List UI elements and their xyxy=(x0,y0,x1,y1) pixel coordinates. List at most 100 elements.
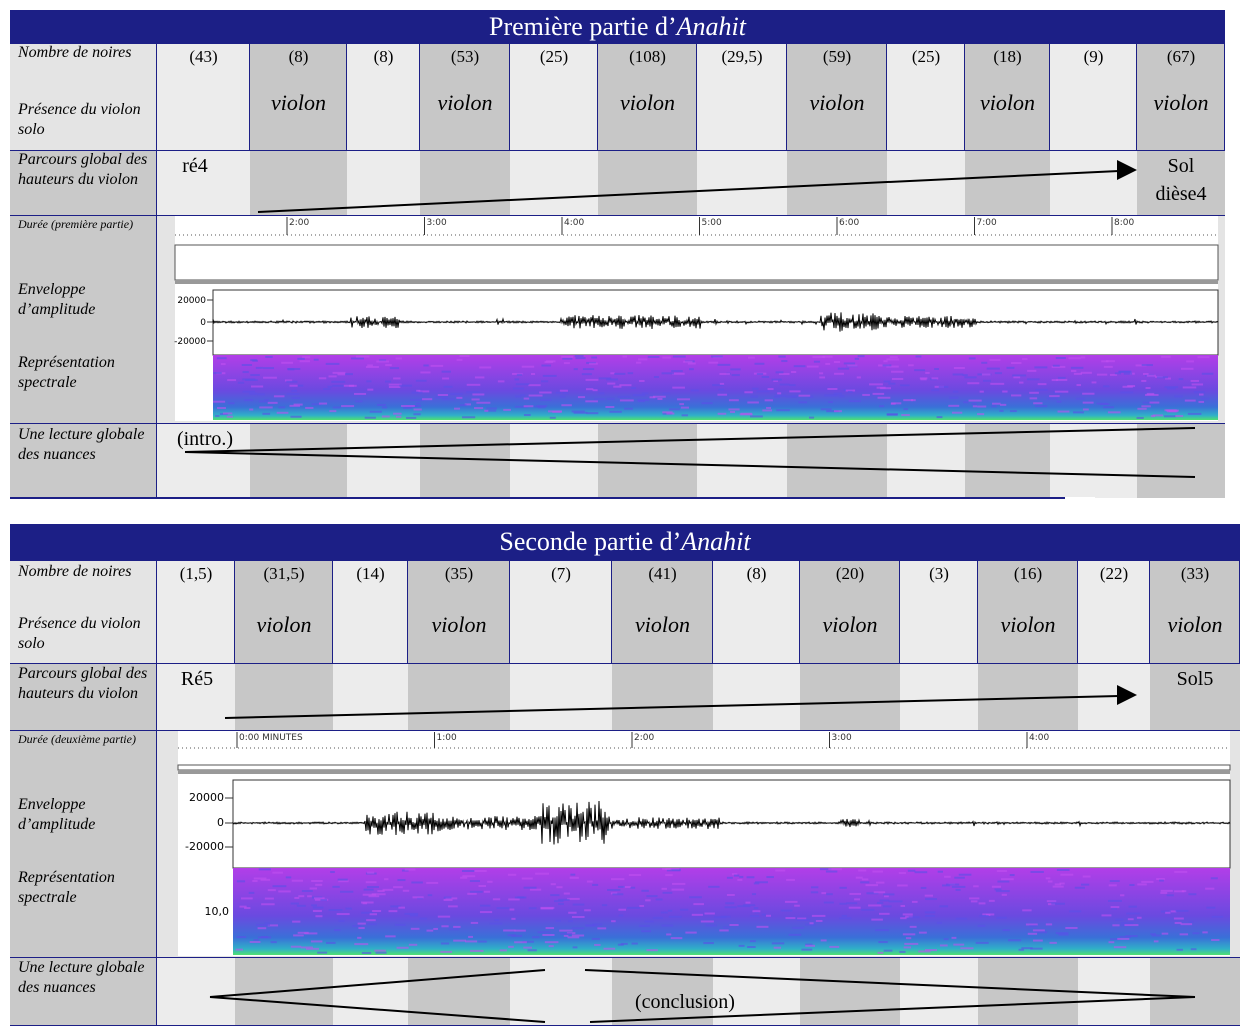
spectrogram-streak xyxy=(227,379,237,382)
spectrogram-streak xyxy=(503,929,516,932)
spectrogram-streak xyxy=(717,393,728,396)
spectrogram-streak xyxy=(1136,416,1144,419)
spectrogram-streak xyxy=(1045,877,1051,880)
spectrogram-streak xyxy=(877,951,884,954)
spectrogram-streak xyxy=(263,367,275,370)
spectrogram-streak xyxy=(1160,891,1168,894)
spectrogram-streak xyxy=(367,388,374,391)
spectrogram-streak xyxy=(1179,933,1189,936)
spectrogram-streak xyxy=(249,941,261,944)
spectrogram-streak xyxy=(680,908,689,911)
spectrogram-streak xyxy=(958,873,972,876)
spectrogram-streak xyxy=(236,936,247,939)
spectrogram-streak xyxy=(311,403,322,406)
spectrogram-streak xyxy=(338,919,345,922)
spectrogram-streak xyxy=(729,410,736,413)
spectrogram-streak xyxy=(530,373,536,376)
spectrogram-streak xyxy=(766,876,774,879)
spectrogram-streak xyxy=(951,885,966,888)
spectrogram-streak xyxy=(632,394,646,397)
column-cell xyxy=(787,43,887,150)
spectrogram-streak xyxy=(1205,887,1215,890)
spectrogram-streak xyxy=(872,870,884,873)
spectrogram-streak xyxy=(1137,883,1147,886)
spectrogram-streak xyxy=(672,882,686,885)
spectrogram-streak xyxy=(879,899,890,902)
spectrogram-streak xyxy=(361,911,373,914)
spectrogram-streak xyxy=(653,376,659,379)
spectrogram-streak xyxy=(573,411,588,414)
spectrogram-streak xyxy=(466,391,480,394)
spectrogram-streak xyxy=(278,406,286,409)
spectrogram-streak xyxy=(876,881,885,884)
spectrogram-streak xyxy=(657,397,663,400)
spectrogram-streak xyxy=(381,415,390,418)
pitch-cell xyxy=(713,663,800,730)
spectrogram-streak xyxy=(924,949,937,952)
spectrogram-streak xyxy=(351,357,365,360)
spectrogram-streak xyxy=(740,412,752,415)
spectrogram-streak xyxy=(647,355,660,358)
spectrogram-streak xyxy=(1174,890,1185,893)
spectrogram-streak xyxy=(257,393,265,396)
spectrogram-streak xyxy=(1054,390,1069,393)
spectrogram-streak xyxy=(377,403,386,406)
nuance-cell xyxy=(1050,423,1137,498)
spectrogram-streak xyxy=(752,387,759,390)
spectrogram-streak xyxy=(955,917,968,920)
spectrogram-streak xyxy=(562,357,573,360)
spectrogram-streak xyxy=(834,372,844,375)
spectrogram-streak xyxy=(979,390,984,393)
spectrogram-streak xyxy=(858,869,867,872)
spectrogram-streak xyxy=(952,390,959,393)
spectrogram-streak xyxy=(507,873,517,876)
spectrogram-streak xyxy=(470,949,484,952)
spectrogram-streak xyxy=(745,901,751,904)
spectrogram-streak xyxy=(1123,372,1133,375)
spectrogram-streak xyxy=(1186,360,1194,363)
spectrogram-streak xyxy=(798,394,811,397)
spectrogram-streak xyxy=(1180,923,1193,926)
column-cell xyxy=(1078,560,1150,663)
waveform xyxy=(212,312,1219,332)
spectrogram-streak xyxy=(1046,900,1057,903)
spectrogram-streak xyxy=(363,888,374,891)
spectrogram-streak xyxy=(1049,395,1060,398)
ruler-label: 3:00 xyxy=(427,218,447,228)
spectrogram-streak xyxy=(345,373,353,376)
spectrogram-streak xyxy=(534,405,540,408)
spectrogram-streak xyxy=(1101,914,1112,917)
spectrogram-streak xyxy=(900,384,910,387)
spectrogram-streak xyxy=(1191,383,1204,386)
spectrogram-streak xyxy=(838,395,845,398)
spectrogram-streak xyxy=(955,888,961,891)
spectrogram-streak xyxy=(718,388,725,391)
spectrogram-streak xyxy=(217,407,226,410)
spectrogram-streak xyxy=(931,389,940,392)
spectrogram-streak xyxy=(1156,878,1165,881)
amplitude-tick: 20000 xyxy=(177,296,206,306)
spectrogram-streak xyxy=(1029,391,1039,394)
spectrogram-streak xyxy=(249,408,254,411)
spectrogram-streak xyxy=(404,868,416,871)
spectrogram-streak xyxy=(747,356,755,359)
spectrogram-streak xyxy=(255,366,263,369)
spectrogram-streak xyxy=(1053,391,1062,394)
column-cell xyxy=(157,43,250,150)
spectrogram-streak xyxy=(1126,912,1140,915)
spectrogram-streak xyxy=(394,923,406,926)
spectrogram-streak xyxy=(869,383,883,386)
spectrogram-streak xyxy=(563,892,570,895)
count: (1,5) xyxy=(179,564,213,583)
spectrogram-streak xyxy=(1114,372,1122,375)
spectrogram-streak xyxy=(479,904,491,907)
spectrogram-streak xyxy=(994,888,1002,891)
spectrogram-streak xyxy=(299,360,311,363)
spectrogram-streak xyxy=(267,889,276,892)
pitch-arrow xyxy=(257,170,1120,213)
spectrogram-streak xyxy=(1072,411,1084,414)
count: (25) xyxy=(539,47,569,66)
spectrogram-streak xyxy=(1032,939,1043,942)
spectrogram-streak xyxy=(244,907,251,910)
